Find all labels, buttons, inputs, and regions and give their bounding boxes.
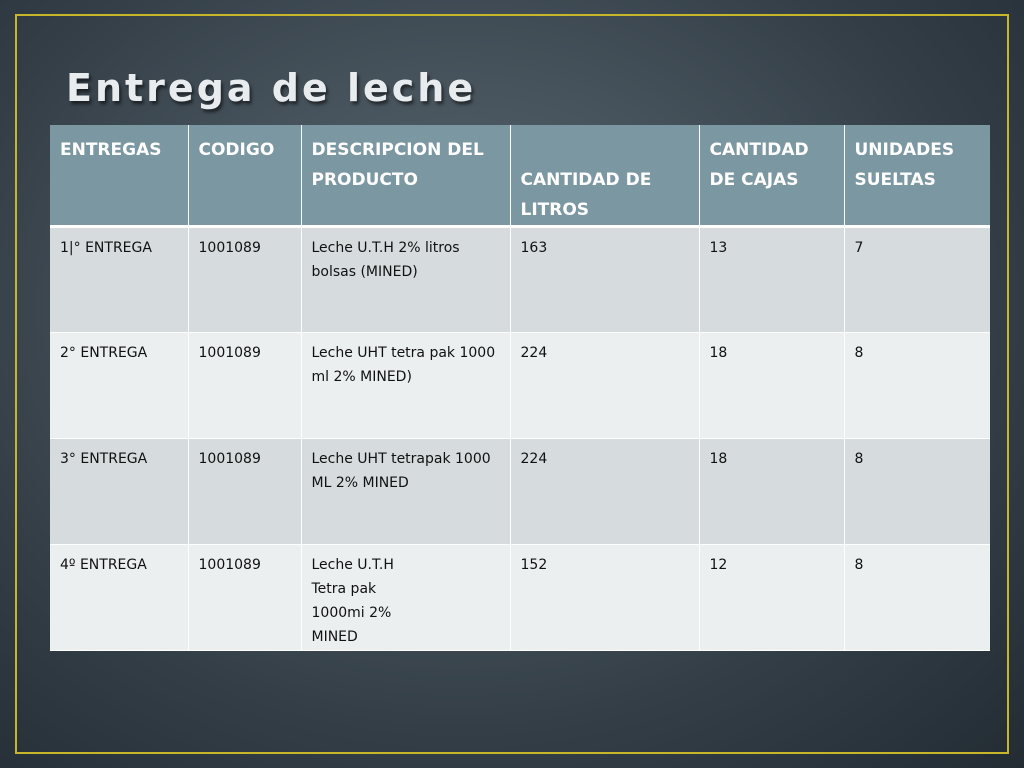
cell-unidades: 8	[844, 438, 990, 545]
table-row: 3° ENTREGA 1001089 Leche UHT tetrapak 10…	[50, 438, 990, 545]
header-descripcion: DESCRIPCION DEL PRODUCTO	[301, 125, 511, 228]
cell-cajas: 13	[699, 226, 845, 333]
header-unidades-sueltas: UNIDADES SUELTAS	[844, 125, 990, 228]
cell-entrega: 1|° ENTREGA	[50, 226, 189, 333]
cell-descripcion: Leche U.T.H 2% litros bolsas (MINED)	[301, 226, 511, 333]
cell-codigo: 1001089	[188, 544, 302, 651]
cell-codigo: 1001089	[188, 438, 302, 545]
header-cantidad-cajas: CANTIDAD DE CAJAS	[699, 125, 845, 228]
header-codigo: CODIGO	[188, 125, 302, 228]
header-entregas: ENTREGAS	[50, 125, 189, 228]
page-title: Entrega de leche	[66, 66, 477, 110]
cell-entrega: 3° ENTREGA	[50, 438, 189, 545]
cell-codigo: 1001089	[188, 332, 302, 439]
cell-unidades: 7	[844, 226, 990, 333]
cell-cajas: 18	[699, 438, 845, 545]
cell-descripcion: Leche UHT tetrapak 1000 ML 2% MINED	[301, 438, 511, 545]
table-row: 4º ENTREGA 1001089 Leche U.T.H Tetra pak…	[50, 544, 990, 651]
cell-descripcion: Leche U.T.H Tetra pak 1000mi 2% MINED	[301, 544, 511, 651]
cell-entrega: 4º ENTREGA	[50, 544, 189, 651]
cell-codigo: 1001089	[188, 226, 302, 333]
table-header-row: ENTREGAS CODIGO DESCRIPCION DEL PRODUCTO…	[50, 125, 990, 228]
deliveries-table: ENTREGAS CODIGO DESCRIPCION DEL PRODUCTO…	[50, 125, 990, 651]
cell-cajas: 18	[699, 332, 845, 439]
cell-litros: 224	[510, 332, 700, 439]
table-row: 2° ENTREGA 1001089 Leche UHT tetra pak 1…	[50, 332, 990, 439]
table-row: 1|° ENTREGA 1001089 Leche U.T.H 2% litro…	[50, 226, 990, 333]
cell-unidades: 8	[844, 332, 990, 439]
cell-descripcion: Leche UHT tetra pak 1000 ml 2% MINED)	[301, 332, 511, 439]
cell-litros: 224	[510, 438, 700, 545]
cell-cajas: 12	[699, 544, 845, 651]
cell-entrega: 2° ENTREGA	[50, 332, 189, 439]
cell-litros: 152	[510, 544, 700, 651]
header-cantidad-litros: CANTIDAD DE LITROS	[510, 125, 700, 228]
cell-unidades: 8	[844, 544, 990, 651]
slide-frame	[15, 14, 1009, 754]
cell-litros: 163	[510, 226, 700, 333]
